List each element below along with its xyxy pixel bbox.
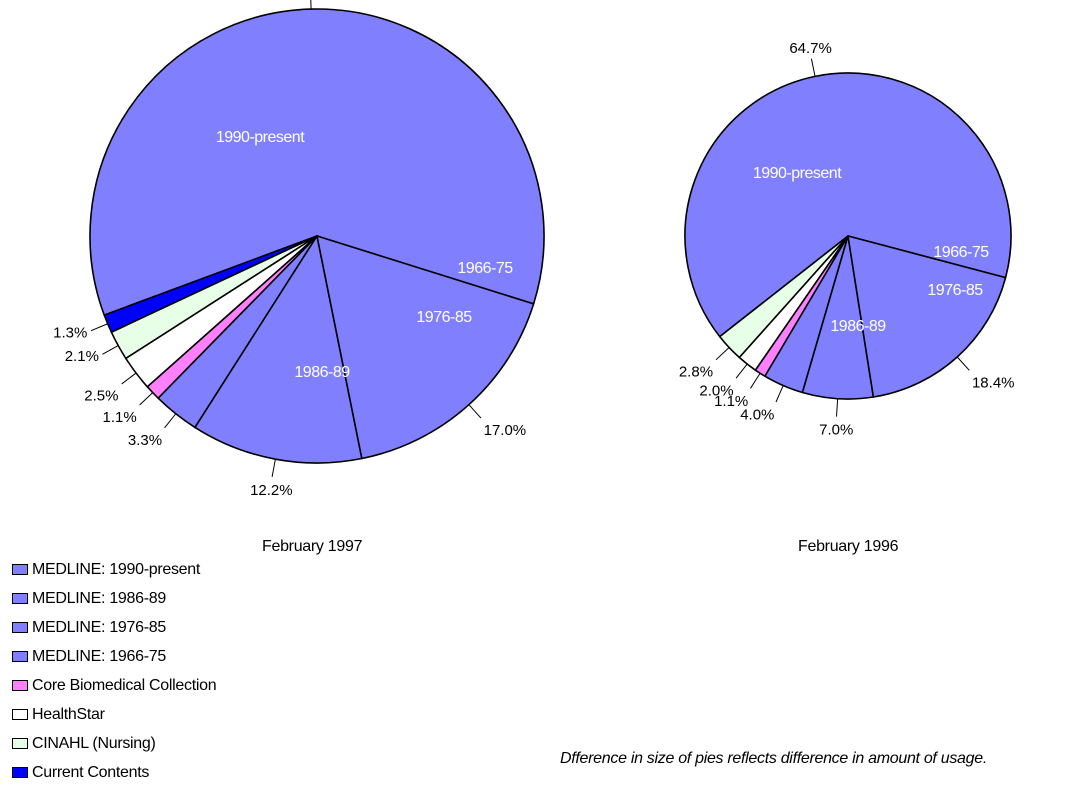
leader-line [165,414,176,428]
legend-label: HealthStar [32,706,105,724]
legend-label: Core Biomedical Collection [32,677,216,695]
legend-label: Current Contents [32,764,149,782]
slice-value-label: 4.0% [740,407,774,424]
legend-label: MEDLINE: 1990-present [32,561,200,579]
slice-inner-label: 1990-present [216,129,305,146]
slice-value-label: 2.8% [679,364,713,381]
leader-line [776,386,783,403]
leader-line [811,59,815,77]
legend-swatch [12,593,28,604]
slice-inner-label: 1990-present [753,165,842,182]
leader-line [91,324,108,331]
slice-value-label: 17.0% [484,422,527,439]
chart-title-1997: February 1997 [262,538,362,556]
usage-note: Dfference in size of pies reflects diffe… [560,750,987,768]
leader-line [716,347,729,359]
legend-swatch [12,680,28,691]
legend-item: MEDLINE: 1990-present [12,555,216,584]
legend-label: MEDLINE: 1966-75 [32,648,166,666]
legend-item: MEDLINE: 1966-75 [12,642,216,671]
pie-february-1997: 60.5%1990-present1.3%2.1%2.5%1.1%3.3%196… [53,0,544,499]
slice-value-label: 12.2% [250,482,293,499]
slice-inner-label: 1976-85 [927,282,983,299]
slice-value-label: 7.0% [819,422,853,439]
slice-value-label: 2.5% [84,387,118,404]
legend-item: MEDLINE: 1986-89 [12,584,216,613]
legend-swatch [12,767,28,778]
chart-title-1996: February 1996 [798,538,898,556]
legend-label: MEDLINE: 1986-89 [32,590,166,608]
slice-inner-label: 1966-75 [933,244,989,261]
legend-item: Core Biomedical Collection [12,671,216,700]
legend-swatch [12,622,28,633]
leader-line [102,346,118,355]
slice-inner-label: 1986-89 [830,318,886,335]
legend-swatch [12,651,28,662]
pie-february-1996: 64.7%1990-present2.8%2.0%1.1%4.0%1966-75… [679,40,1015,439]
legend-item: MEDLINE: 1976-85 [12,613,216,642]
slice-value-label: 1.3% [53,324,87,341]
slice-value-label: 3.3% [128,432,162,449]
slice-inner-label: 1976-85 [416,309,472,326]
leader-line [736,364,747,378]
leader-line [837,399,838,417]
slice-inner-label: 1966-75 [457,260,513,277]
leader-line [122,373,136,384]
legend-item: HealthStar [12,700,216,729]
slice-value-label: 2.1% [65,348,99,365]
legend-swatch [12,564,28,575]
legend: MEDLINE: 1990-present MEDLINE: 1986-89 M… [12,555,216,787]
legend-swatch [12,709,28,720]
legend-item: Current Contents [12,758,216,787]
slice-inner-label: 1986-89 [294,364,350,381]
leader-line [750,373,760,388]
slice-value-label: 1.1% [103,409,137,426]
legend-swatch [12,738,28,749]
leader-line [957,357,969,370]
legend-label: MEDLINE: 1976-85 [32,619,166,637]
legend-item: CINAHL (Nursing) [12,729,216,758]
leader-line [272,459,275,477]
legend-label: CINAHL (Nursing) [32,735,156,753]
leader-line [469,405,481,418]
leader-line [140,393,153,405]
slice-value-label: 64.7% [789,40,832,57]
slice-value-label: 18.4% [972,374,1015,391]
